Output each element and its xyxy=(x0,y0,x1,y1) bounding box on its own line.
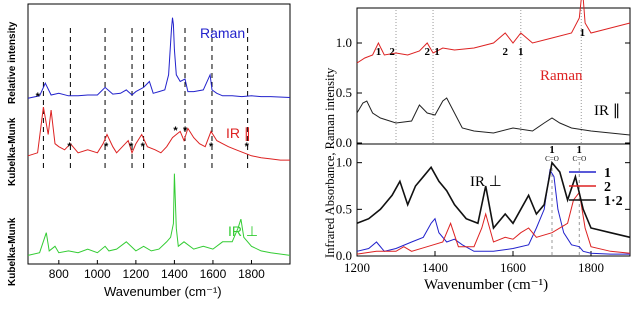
right-bottom-series-line-0 xyxy=(356,168,630,255)
right-top-peak-label-2: 2 xyxy=(424,46,430,58)
left-x-ticks: 800 1000 1200 1400 1600 1800 xyxy=(49,260,265,281)
left-x-ticklabel-1: 1000 xyxy=(84,267,111,281)
left-ylabel-2: Kubelka-Munk xyxy=(7,117,18,186)
right-bottom-annotations: 1C=O1C=O xyxy=(545,144,586,163)
right-top-y-ticklabel-1: 0.5 xyxy=(336,85,352,100)
right-ylabel: Infrared Absorbance, Raman intensity xyxy=(323,67,337,258)
right-ir-perp-label: IR ⊥ xyxy=(470,174,502,190)
right-top-peak-label-3: 1 xyxy=(434,46,440,58)
right-top-peak-label-1: 2 xyxy=(389,46,395,58)
right-bottom-annotation-sub-1: C=O xyxy=(572,155,586,163)
left-asterisk-5: * xyxy=(173,125,178,137)
left-series-line-2 xyxy=(27,173,291,256)
right-top-series-line-0 xyxy=(356,0,631,64)
right-top-y-ticklabel-0: 0.0 xyxy=(336,135,352,150)
right-bottom-y-ticklabel-1: 0.5 xyxy=(336,201,352,216)
right-top-y-ticks: 0.0 0.5 1.0 xyxy=(336,35,630,150)
right-top-peak-label-5: 1 xyxy=(518,46,524,58)
right-bottom-annotation-num-0: 1 xyxy=(549,144,555,156)
right-bottom-x-ticklabel-3: 1800 xyxy=(578,260,604,275)
left-panel: 800 1000 1200 1400 1600 1800 ** * * ** ** * Raman … xyxy=(7,3,291,299)
left-series xyxy=(27,17,291,256)
right-top-series-line-1 xyxy=(356,97,631,136)
right-top-y-ticklabel-2: 1.0 xyxy=(336,35,352,50)
right-bottom-x-ticklabel-0: 1200 xyxy=(344,260,370,275)
right-top-markers xyxy=(395,10,582,143)
left-asterisk-3: * xyxy=(129,141,134,153)
left-series-line-0 xyxy=(27,17,291,99)
right-bottom-x-ticks: 1200 1400 1600 1800 xyxy=(344,251,604,275)
right-bottom-annotation-num-1: 1 xyxy=(577,144,583,156)
left-x-ticklabel-4: 1600 xyxy=(200,267,227,281)
left-frame xyxy=(27,3,291,265)
left-x-ticklabel-3: 1400 xyxy=(161,267,188,281)
left-x-ticklabel-5: 1800 xyxy=(238,267,265,281)
legend-label-1: 1 xyxy=(604,166,611,181)
legend-label-3: 1·2 xyxy=(604,194,623,209)
right-bottom-y-ticklabel-0: 0.0 xyxy=(336,248,352,263)
right-bottom-frame xyxy=(356,143,631,257)
right-top-peak-label-4: 2 xyxy=(502,46,508,58)
left-asterisk-7: * xyxy=(209,141,214,153)
left-asterisk-8: * xyxy=(245,141,250,153)
right-bottom-series xyxy=(356,160,631,255)
right-ir-par-label: IR ∥ xyxy=(594,103,620,119)
left-asterisk-0: * xyxy=(36,91,41,103)
right-raman-label: Raman xyxy=(540,68,583,84)
right-bottom-series-line-2 xyxy=(356,160,631,239)
right-bottom-markers xyxy=(551,162,580,256)
left-ylabel-1: Relative intensity xyxy=(7,21,18,104)
right-top-peak-label-6: 1 xyxy=(580,27,586,39)
right-bottom-x-ticklabel-2: 1600 xyxy=(500,260,526,275)
right-bottom-x-ticklabel-1: 1400 xyxy=(422,260,448,275)
left-asterisk-1: * xyxy=(67,141,72,153)
left-ir-perp-label: IR ⊥ xyxy=(228,223,258,239)
right-top-peak-labels: 1 2 2 1 2 11 xyxy=(376,27,585,58)
left-ylabel-3: Kubelka-Munk xyxy=(7,217,18,286)
left-series-line-1 xyxy=(27,107,290,161)
legend-label-2: 2 xyxy=(604,180,611,195)
right-legend: 1 2 1·2 xyxy=(569,166,623,209)
left-raman-label: Raman xyxy=(200,25,245,41)
left-asterisk-2: * xyxy=(104,141,109,153)
right-bottom-annotation-sub-0: C=O xyxy=(545,155,559,163)
left-ir-par-label: IR ∥ xyxy=(226,125,251,141)
right-xlabel: Wavenumber (cm⁻¹) xyxy=(424,277,548,293)
right-bottom-y-ticks: 0.0 0.5 1.0 xyxy=(336,155,630,263)
right-top-peak-label-0: 1 xyxy=(376,46,382,58)
left-xlabel: Wavenumber (cm⁻¹) xyxy=(104,284,222,299)
left-dashed-markers xyxy=(42,28,249,170)
right-top-series xyxy=(356,0,631,136)
left-x-ticklabel-2: 1200 xyxy=(123,267,150,281)
left-x-ticklabel-0: 800 xyxy=(49,267,69,281)
right-top-frame xyxy=(356,7,631,145)
right-bottom-series-line-1 xyxy=(356,191,631,255)
left-asterisk-4: * xyxy=(141,141,146,153)
left-asterisk-6: * xyxy=(183,125,188,137)
right-bottom-y-ticklabel-2: 1.0 xyxy=(336,155,352,170)
left-asterisks: * * * * * * * * * xyxy=(36,91,250,153)
